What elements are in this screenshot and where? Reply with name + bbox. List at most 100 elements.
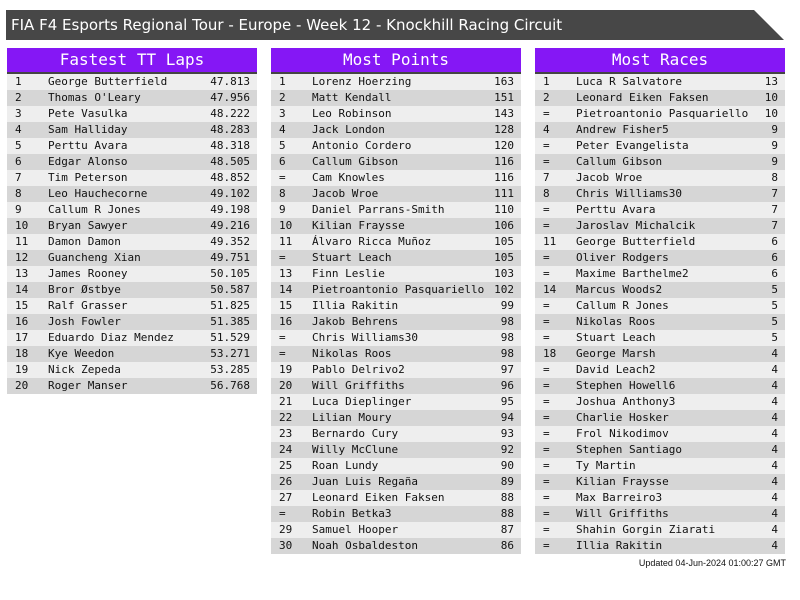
table-row: 2 Thomas O'Leary 47.956	[7, 90, 257, 106]
table-row: 14 Pietroantonio Pasquariello 102	[271, 282, 521, 298]
table-row: 30 Noah Osbaldeston 86	[271, 538, 521, 554]
rank-cell: 29	[279, 523, 293, 536]
driver-name-cell: Ty Martin	[576, 459, 636, 472]
table-row: = Joshua Anthony3 4	[535, 394, 785, 410]
rank-cell: 1	[15, 75, 22, 88]
value-cell: 48.222	[210, 107, 250, 120]
value-cell: 10	[764, 107, 778, 120]
table-row: 14 Marcus Woods2 5	[535, 282, 785, 298]
rank-cell: 6	[279, 155, 286, 168]
rank-cell: 19	[279, 363, 293, 376]
value-cell: 50.587	[210, 283, 250, 296]
rank-cell: 9	[279, 203, 286, 216]
table-row: 13 Finn Leslie 103	[271, 266, 521, 282]
value-cell: 5	[771, 299, 778, 312]
value-cell: 7	[771, 219, 778, 232]
rank-cell: 7	[15, 171, 22, 184]
rank-cell: =	[279, 331, 286, 344]
value-cell: 4	[771, 491, 778, 504]
table-row: 6 Edgar Alonso 48.505	[7, 154, 257, 170]
table-row: 11 George Butterfield 6	[535, 234, 785, 250]
rank-cell: 27	[279, 491, 293, 504]
rank-cell: 3	[279, 107, 286, 120]
value-cell: 49.216	[210, 219, 250, 232]
driver-name-cell: Jakob Behrens	[312, 315, 399, 328]
driver-name-cell: Illia Rakitin	[576, 539, 663, 552]
driver-name-cell: Jaroslav Michalcik	[576, 219, 696, 232]
value-cell: 88	[500, 491, 514, 504]
table-row: = Stuart Leach 5	[535, 330, 785, 346]
table-row: = Nikolas Roos 5	[535, 314, 785, 330]
rank-cell: =	[543, 427, 550, 440]
rank-cell: =	[543, 443, 550, 456]
value-cell: 4	[771, 363, 778, 376]
table-row: 18 George Marsh 4	[535, 346, 785, 362]
table-row: 1 George Butterfield 47.813	[7, 74, 257, 90]
value-cell: 6	[771, 267, 778, 280]
value-cell: 5	[771, 315, 778, 328]
table-row: 3 Pete Vasulka 48.222	[7, 106, 257, 122]
rank-cell: =	[543, 203, 550, 216]
table-row: = Charlie Hosker 4	[535, 410, 785, 426]
driver-name-cell: Ralf Grasser	[48, 299, 128, 312]
value-cell: 116	[494, 171, 514, 184]
table-heading: Most Races	[535, 48, 785, 74]
table-row: = Oliver Rodgers 6	[535, 250, 785, 266]
rank-cell: 25	[279, 459, 293, 472]
table-row: 9 Callum R Jones 49.198	[7, 202, 257, 218]
rank-cell: =	[543, 107, 550, 120]
driver-name-cell: Sam Halliday	[48, 123, 128, 136]
driver-name-cell: Maxime Barthelme2	[576, 267, 689, 280]
rank-cell: =	[279, 507, 286, 520]
table-row: 6 Callum Gibson 116	[271, 154, 521, 170]
table-row: 27 Leonard Eiken Faksen 88	[271, 490, 521, 506]
table-row: = Maxime Barthelme2 6	[535, 266, 785, 282]
table-row: 1 Luca R Salvatore 13	[535, 74, 785, 90]
value-cell: 102	[494, 283, 514, 296]
table-row: 11 Álvaro Ricca Muñoz 105	[271, 234, 521, 250]
rank-cell: =	[543, 459, 550, 472]
driver-name-cell: Antonio Cordero	[312, 139, 412, 152]
table-row: = David Leach2 4	[535, 362, 785, 378]
rank-cell: 3	[15, 107, 22, 120]
rank-cell: 7	[543, 171, 550, 184]
rank-cell: 18	[15, 347, 29, 360]
rank-cell: 24	[279, 443, 293, 456]
table-row: 5 Perttu Avara 48.318	[7, 138, 257, 154]
value-cell: 111	[494, 187, 514, 200]
table-row: 19 Nick Zepeda 53.285	[7, 362, 257, 378]
table-row: = Chris Williams30 98	[271, 330, 521, 346]
table-row: 9 Daniel Parrans-Smith 110	[271, 202, 521, 218]
driver-name-cell: Joshua Anthony3	[576, 395, 676, 408]
value-cell: 110	[494, 203, 514, 216]
table-row: 10 Kilian Fraysse 106	[271, 218, 521, 234]
rank-cell: 16	[15, 315, 29, 328]
table-row: 12 Guancheng Xian 49.751	[7, 250, 257, 266]
value-cell: 86	[500, 539, 514, 552]
driver-name-cell: Shahin Gorgin Ziarati	[576, 523, 716, 536]
rank-cell: =	[543, 251, 550, 264]
value-cell: 116	[494, 155, 514, 168]
driver-name-cell: Illia Rakitin	[312, 299, 399, 312]
rank-cell: 2	[15, 91, 22, 104]
value-cell: 4	[771, 443, 778, 456]
driver-name-cell: Kye Weedon	[48, 347, 115, 360]
driver-name-cell: Damon Damon	[48, 235, 121, 248]
table-heading: Most Points	[271, 48, 521, 74]
rank-cell: 4	[279, 123, 286, 136]
table-row: 7 Tim Peterson 48.852	[7, 170, 257, 186]
value-cell: 98	[500, 315, 514, 328]
table-row: = Nikolas Roos 98	[271, 346, 521, 362]
rank-cell: 26	[279, 475, 293, 488]
driver-name-cell: Marcus Woods2	[576, 283, 663, 296]
table-row: 21 Luca Dieplinger 95	[271, 394, 521, 410]
table-row: 5 Antonio Cordero 120	[271, 138, 521, 154]
rank-cell: =	[543, 539, 550, 552]
driver-name-cell: Willy McClune	[312, 443, 399, 456]
driver-name-cell: Daniel Parrans-Smith	[312, 203, 445, 216]
rank-cell: =	[543, 475, 550, 488]
rank-cell: 13	[15, 267, 29, 280]
rank-cell: 15	[279, 299, 293, 312]
value-cell: 4	[771, 411, 778, 424]
table-row: 4 Jack London 128	[271, 122, 521, 138]
